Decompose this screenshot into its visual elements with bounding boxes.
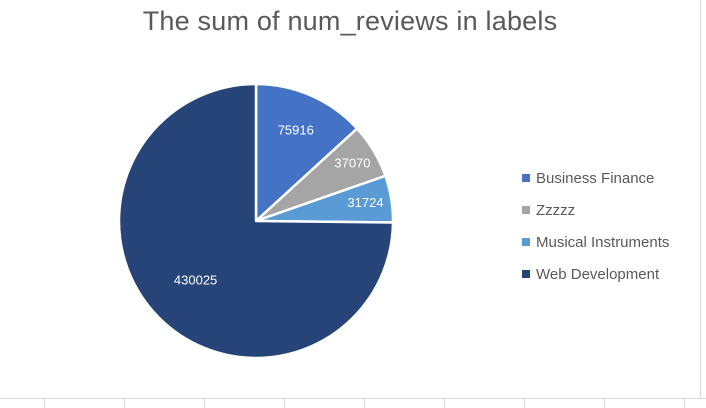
legend-swatch [522, 238, 530, 246]
legend-label: Musical Instruments [536, 233, 670, 251]
grid-line [204, 399, 205, 408]
data-label-zzzzz: 37070 [334, 155, 370, 170]
chart-title: The sum of num_reviews in labels [142, 6, 558, 36]
legend-swatch [522, 206, 530, 214]
legend-item-web-development: Web Development [522, 258, 669, 290]
grid-line [684, 399, 685, 408]
legend-item-business-finance: Business Finance [522, 162, 669, 194]
spreadsheet-grid-strip [0, 398, 706, 408]
legend: Business Finance Zzzzz Musical Instruments… [522, 162, 669, 290]
legend-swatch [522, 270, 530, 278]
pie-chart: 75916 37070 31724 430025 [117, 82, 395, 360]
legend-item-zzzzz: Zzzzz [522, 194, 669, 226]
pie-slice-business-finance [254, 82, 359, 223]
legend-label: Web Development [536, 265, 660, 283]
grid-line [44, 399, 45, 408]
legend-label: Business Finance [536, 169, 655, 187]
grid-line [284, 399, 285, 408]
data-label-business-finance: 75916 [278, 123, 314, 138]
legend-label: Zzzzz [536, 201, 576, 219]
legend-swatch [522, 174, 530, 182]
chart-border [700, 0, 701, 398]
grid-line [604, 399, 605, 408]
data-label-musical-instruments: 31724 [347, 195, 383, 210]
pie-slice-web-development [117, 82, 395, 360]
chart-area: The sum of num_reviews in labels 75916 37… [117, 6, 670, 360]
grid-line [524, 399, 525, 408]
grid-line [364, 399, 365, 408]
legend-item-musical-instruments: Musical Instruments [522, 226, 669, 258]
grid-line [124, 399, 125, 408]
grid-line [444, 399, 445, 408]
data-label-web-development: 430025 [174, 273, 217, 288]
